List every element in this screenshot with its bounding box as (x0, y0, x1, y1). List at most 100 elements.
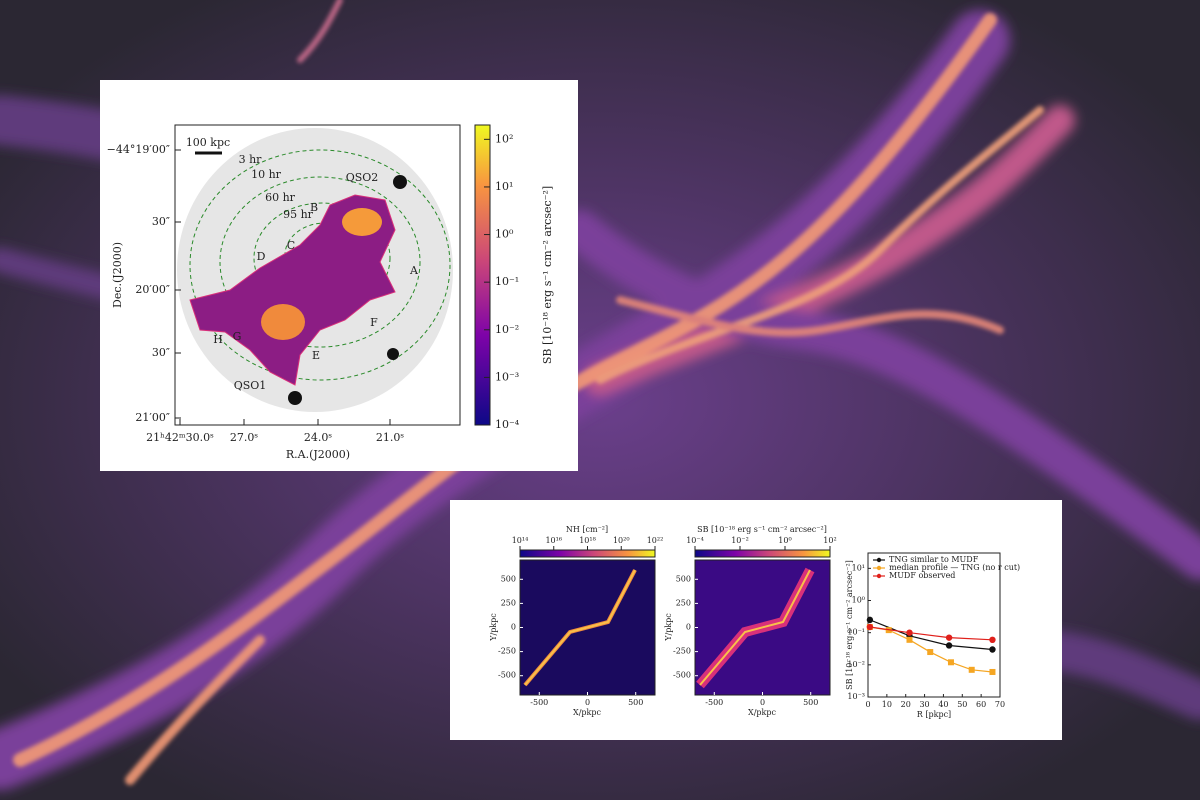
y-tick-label: 250 (676, 598, 691, 607)
colorbar (519, 549, 656, 558)
annotation: F (370, 316, 378, 329)
colorbar-tick-label: 10⁰ (495, 228, 514, 241)
legend-marker (876, 557, 882, 563)
legend-label: MUDF observed (889, 571, 955, 580)
annotation: B (310, 201, 318, 214)
x-tick-label: 500 (803, 698, 818, 707)
marker (989, 668, 996, 675)
annotation: C (287, 239, 295, 252)
x-axis-title: X/pkpc (748, 708, 776, 717)
y-tick-label: -250 (498, 647, 516, 656)
star (387, 348, 399, 360)
legend-marker (876, 573, 882, 579)
annotation: D (257, 250, 266, 263)
scale-bar-label: 100 kpc (186, 136, 230, 149)
y-tick-label: 500 (676, 574, 691, 583)
qso2-glow (342, 208, 382, 236)
series-line (869, 626, 993, 641)
x-tick-label: 500 (628, 698, 643, 707)
y-tick-label: 10¹ (852, 563, 865, 572)
y-tick-label: 20′00″ (135, 283, 170, 296)
x-tick-label: -500 (530, 698, 548, 707)
figure-left: 100 kpc Dec.(J2000) R.A.(J2000) SB [10⁻¹… (100, 80, 578, 471)
colorbar-tick-label: 10⁰ (778, 536, 791, 545)
colorbar-tick-label: 10¹⁶ (545, 536, 562, 545)
marker (927, 649, 934, 656)
marker (968, 666, 975, 673)
x-tick-label: 24.0ˢ (304, 431, 332, 444)
qso1-glow (261, 304, 305, 340)
colorbar-label: NH [cm⁻²] (566, 525, 608, 534)
marker (866, 616, 874, 624)
y-tick-label: 250 (501, 598, 516, 607)
y-axis-title: Y/pkpc (664, 613, 673, 642)
filament-core (524, 569, 636, 686)
x-tick-label: 20 (901, 700, 911, 709)
marker (945, 634, 953, 641)
marker (906, 629, 913, 636)
marker (866, 623, 874, 631)
legend-label: TNG similar to MUDF (889, 555, 979, 564)
colorbar-tick-label: 10⁻⁴ (495, 418, 520, 431)
x-tick-label: 50 (957, 700, 967, 709)
y-tick-label: 10⁰ (852, 596, 865, 605)
y-tick-label: 30″ (152, 346, 170, 359)
legend-marker (876, 565, 882, 571)
x-tick-label: 21ʰ42ᵐ30.0ˢ (146, 431, 214, 444)
contour-label: 95 hr (283, 208, 314, 221)
annotation: A (409, 264, 419, 277)
star (288, 391, 302, 405)
colorbar-tick-label: 10⁻² (495, 323, 519, 336)
marker (906, 636, 913, 643)
x-tick-label: 30 (919, 700, 929, 709)
contour-label: 3 hr (239, 153, 263, 166)
colorbar-tick-label: 10⁻² (731, 536, 749, 545)
y-tick-label: 0 (511, 623, 516, 632)
x-tick-label: 0 (585, 698, 590, 707)
star (393, 175, 407, 189)
y-axis-title: Dec.(J2000) (111, 242, 124, 308)
colorbar-tick-label: 10⁻⁴ (686, 536, 704, 545)
colorbar-tick-label: 10¹⁸ (579, 536, 596, 545)
x-tick-label: -500 (705, 698, 723, 707)
colorbar-tick-label: 10¹ (495, 180, 513, 193)
annotation: H (213, 333, 223, 346)
y-axis-title: SB [10⁻¹⁸ erg s⁻¹ cm⁻² arcsec⁻²] (845, 560, 854, 690)
y-tick-label: 0 (686, 623, 691, 632)
y-tick-label: 500 (501, 574, 516, 583)
y-axis-title: Y/pkpc (489, 613, 498, 642)
colorbar-tick-label: 10¹⁴ (512, 536, 529, 545)
colorbar-tick-label: 10²⁰ (613, 536, 630, 545)
marker (989, 646, 996, 653)
colorbar-tick-label: 10⁻¹ (495, 275, 519, 288)
plot-frame (867, 552, 1001, 698)
x-axis-title: R [pkpc] (917, 710, 951, 719)
colorbar-label: SB [10⁻¹⁸ erg s⁻¹ cm⁻² arcsec⁻²] (697, 525, 827, 534)
colorbar-tick-label: 10⁻³ (495, 370, 519, 383)
annotation: E (312, 349, 320, 362)
emission-nebula (189, 194, 396, 386)
marker (947, 659, 954, 666)
x-tick-label: 21.0ˢ (376, 431, 404, 444)
y-tick-label: 21′00″ (135, 411, 170, 424)
y-tick-label: -250 (673, 647, 691, 656)
legend-label: median profile — TNG (no r cut) (889, 563, 1020, 572)
x-axis-title: R.A.(J2000) (286, 448, 350, 461)
colorbar-tick-label: 10² (495, 132, 513, 145)
x-tick-label: 10 (882, 700, 892, 709)
y-tick-label: -500 (673, 671, 691, 680)
x-tick-label: 40 (938, 700, 948, 709)
y-tick-label: 10⁻³ (847, 692, 865, 701)
y-tick-label: 10⁻² (847, 660, 865, 669)
x-tick-label: 70 (995, 700, 1005, 709)
annotation: QSO1 (234, 379, 267, 392)
annotation: QSO2 (346, 171, 379, 184)
marker (989, 636, 996, 644)
figure-right: NH [cm⁻²]10¹⁴ 10¹⁶ 10¹⁸ 10²⁰ 10²²-500 0 500500… (450, 500, 1062, 740)
colorbar-tick-label: 10²² (647, 536, 664, 545)
y-tick-label: 10⁻¹ (847, 628, 865, 637)
colorbar-tick-label: 10² (823, 536, 836, 545)
x-tick-label: 0 (760, 698, 765, 707)
